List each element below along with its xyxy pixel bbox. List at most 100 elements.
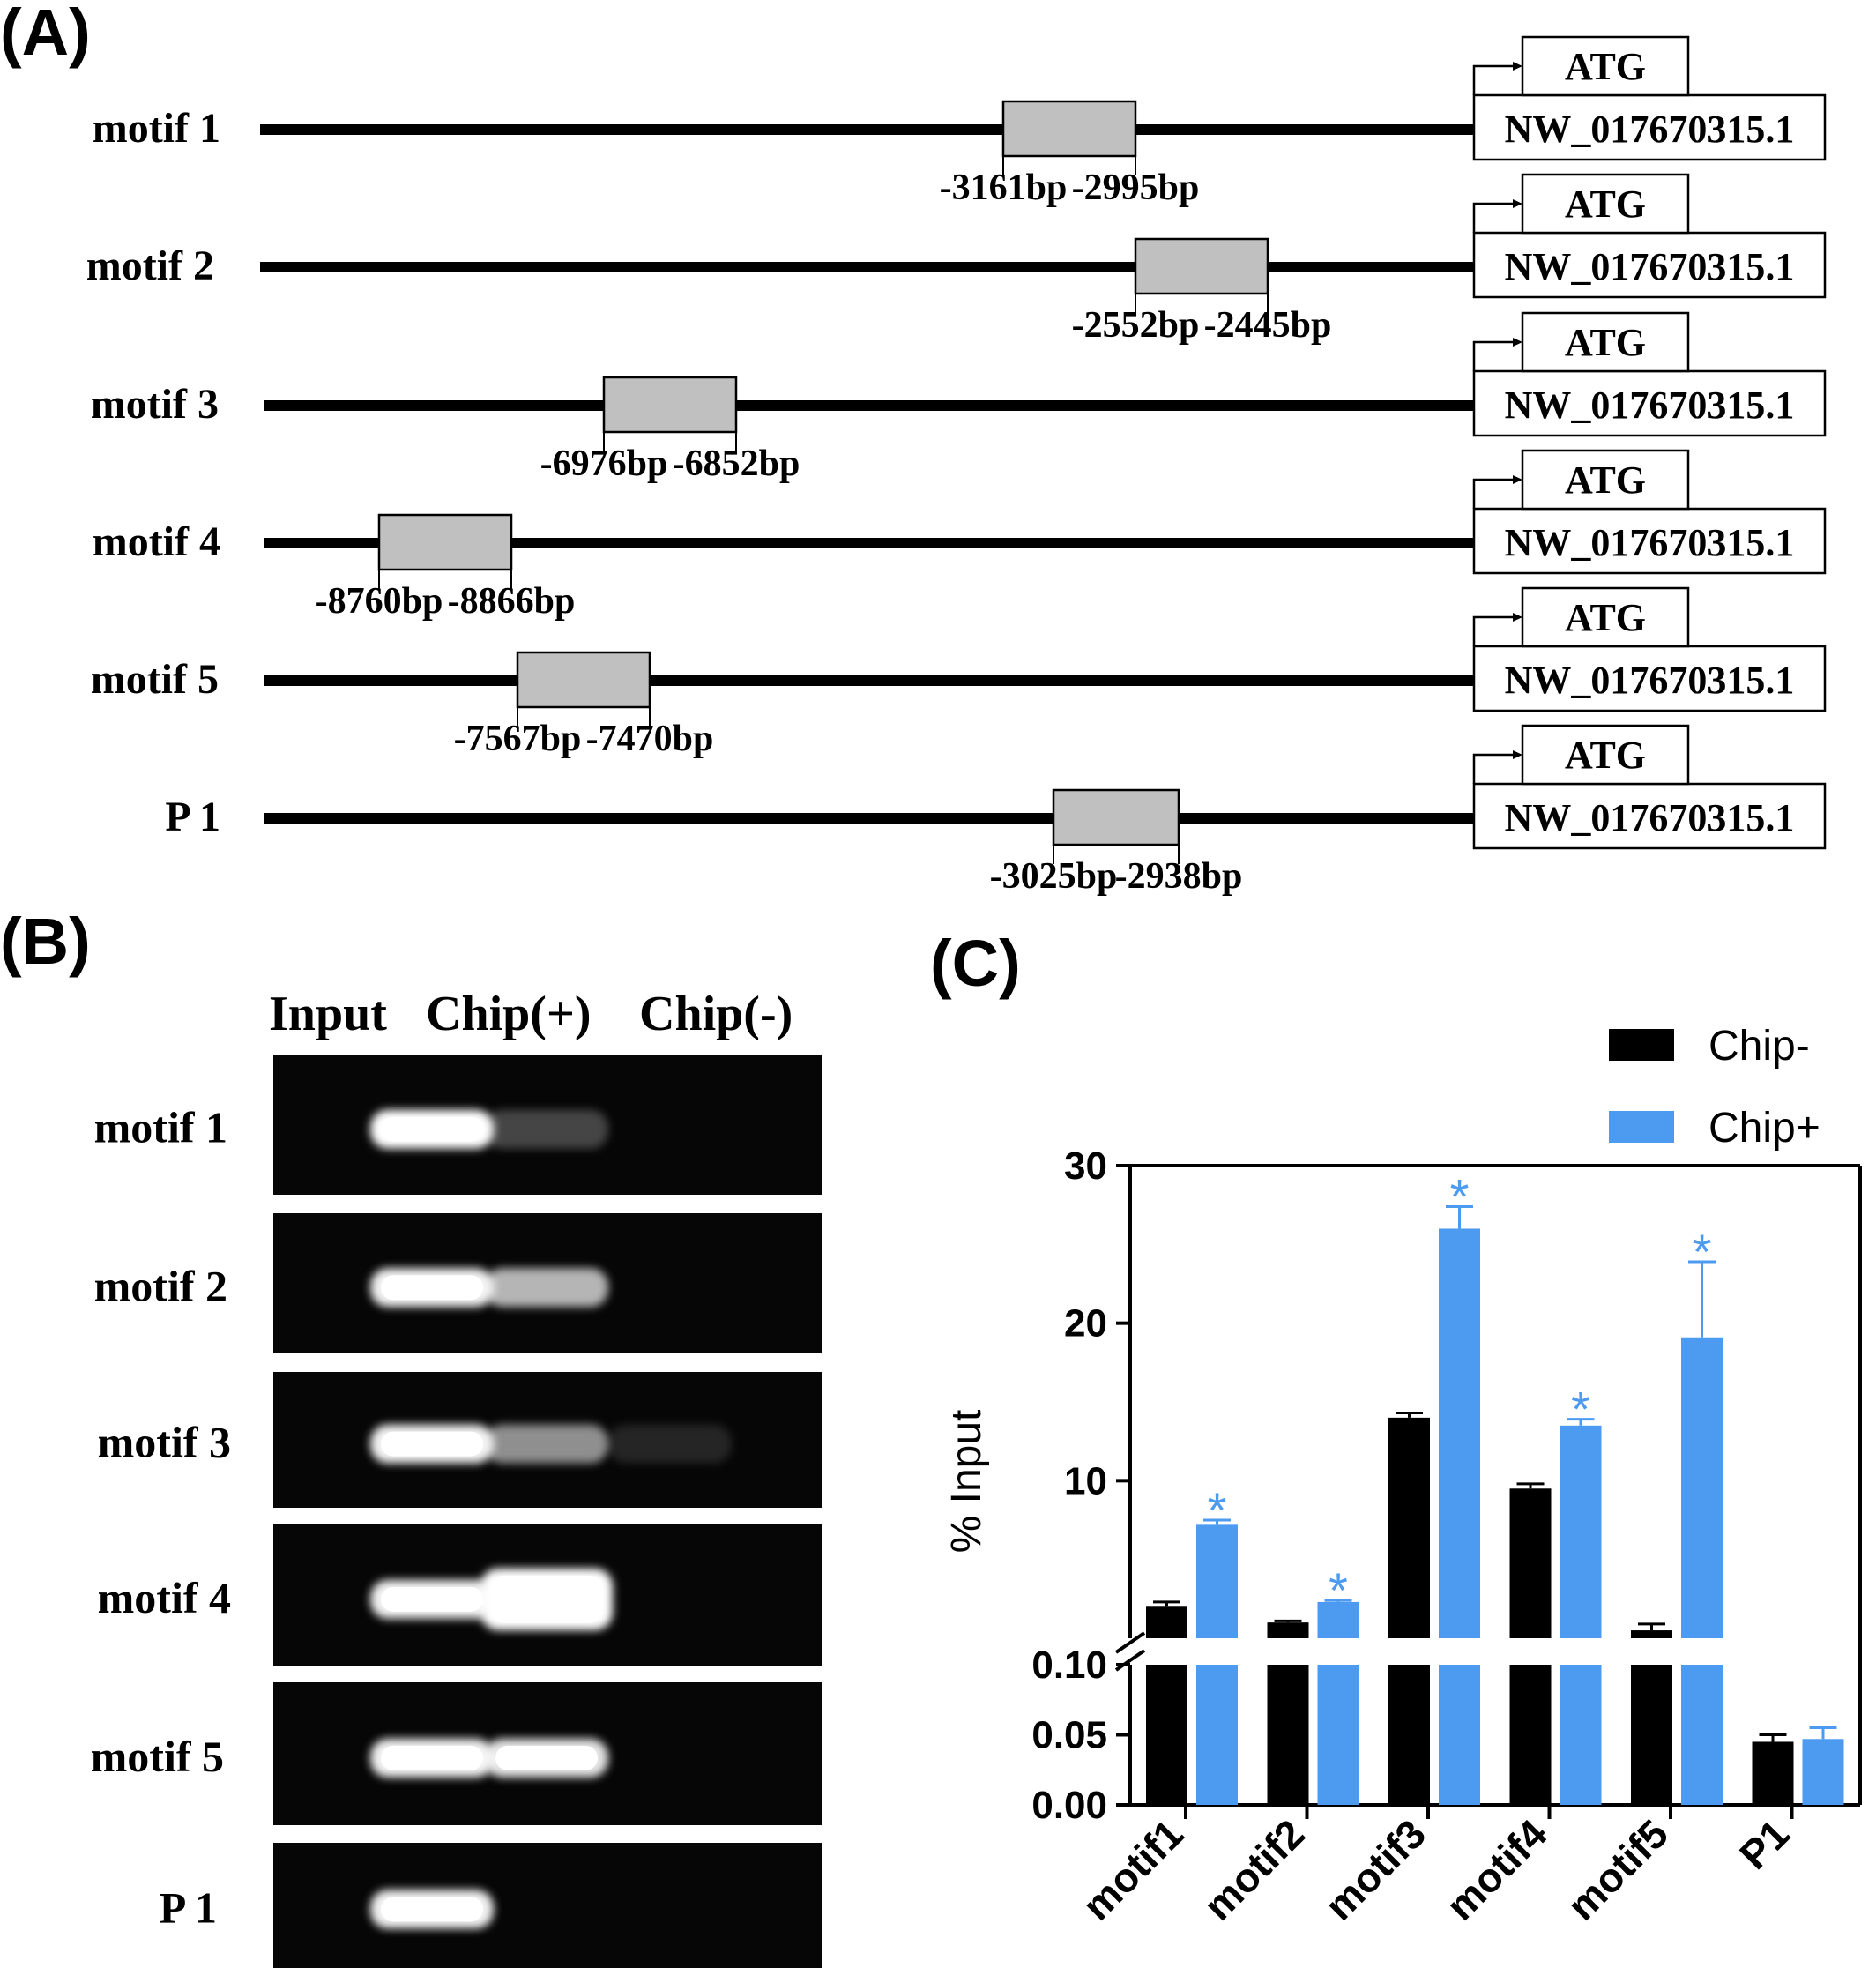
y-tick-label: 10: [1064, 1459, 1107, 1502]
significance-star: *: [1329, 1562, 1348, 1618]
bar: [1560, 1425, 1602, 1638]
tss-arrowhead-icon: [1513, 62, 1522, 71]
tss-arrow-icon: [1472, 64, 1514, 95]
motif-row-label: motif 3: [91, 381, 219, 428]
y-tick-label: 0.00: [1031, 1784, 1107, 1827]
panel-label-c: (C): [930, 927, 1021, 1000]
gene-box: [1472, 782, 1827, 850]
atg-box: [1521, 35, 1690, 97]
x-tick-label: motif5: [1559, 1810, 1677, 1928]
panel-label-a: (A): [0, 0, 91, 69]
atg-label: ATG: [1565, 321, 1646, 364]
gene-label: NW_017670315.1: [1505, 245, 1795, 288]
bar: [1802, 1739, 1844, 1805]
bar: [1196, 1665, 1238, 1805]
gene-box: [1472, 93, 1827, 161]
gel-band-core: [381, 1275, 483, 1301]
bar: [1509, 1488, 1552, 1638]
gene-label: NW_017670315.1: [1505, 108, 1795, 151]
x-tick-label: P1: [1731, 1810, 1798, 1878]
x-tick-label: motif1: [1074, 1810, 1192, 1928]
gel-band: [485, 1268, 608, 1308]
bar: [1560, 1665, 1602, 1805]
panel-label-b: (B): [0, 905, 91, 978]
gel-band: [485, 1109, 608, 1149]
gel-row-label: motif 2: [94, 1261, 227, 1310]
motif-row-label: motif 2: [86, 242, 214, 289]
atg-label: ATG: [1565, 183, 1646, 226]
y-tick-label: 0.10: [1031, 1644, 1107, 1687]
gene-box: [1472, 645, 1827, 712]
motif-start-label: -2552bp: [1072, 305, 1200, 346]
motif-start-label: -8760bp: [316, 581, 443, 622]
motif-end-label: -2995bp: [1072, 168, 1200, 208]
motif-box: [1134, 237, 1269, 295]
bar: [1388, 1417, 1430, 1638]
atg-label: ATG: [1565, 45, 1646, 88]
motif-row-label: motif 1: [93, 105, 220, 152]
bar: [1681, 1665, 1723, 1805]
motif-row-label: motif 4: [93, 518, 220, 565]
tss-arrow-icon: [1472, 753, 1514, 784]
gel-band-core: [381, 1745, 483, 1770]
promoter-diagram: motif 1 -3161bp -2995bp NW_017670315.1 ATG mo…: [86, 35, 1827, 897]
gene-label: NW_017670315.1: [1505, 521, 1795, 564]
gel-band-core: [381, 1431, 483, 1457]
gene-label: NW_017670315.1: [1505, 384, 1795, 427]
tss-arrowhead-icon: [1513, 338, 1522, 347]
x-tick-label: motif3: [1316, 1810, 1434, 1928]
significance-star: *: [1208, 1482, 1227, 1538]
bar: [1267, 1665, 1309, 1805]
legend-label: Chip+: [1708, 1105, 1820, 1152]
motif-end-label: -7470bp: [586, 719, 714, 759]
atg-label: ATG: [1565, 596, 1646, 639]
bar: [1631, 1630, 1672, 1638]
atg-label: ATG: [1565, 458, 1646, 502]
y-tick-label: 20: [1064, 1302, 1107, 1346]
gene-label: NW_017670315.1: [1505, 796, 1795, 839]
gene-box: [1472, 231, 1827, 299]
axis-break-mark: [1114, 1631, 1146, 1654]
legend-swatch: [1609, 1029, 1674, 1061]
motif-start-label: -6976bp: [540, 444, 668, 484]
motif-start-label: -7567bp: [454, 719, 582, 759]
tss-arrowhead-icon: [1513, 613, 1522, 622]
bar: [1439, 1228, 1480, 1638]
motif-row-label: motif 5: [91, 656, 219, 703]
gel-strip: [273, 1843, 822, 1968]
tss-arrow-icon: [1472, 615, 1514, 646]
gel-band-core: [381, 1586, 483, 1612]
bar: [1439, 1665, 1480, 1805]
significance-star: *: [1450, 1168, 1470, 1224]
significance-star: *: [1571, 1382, 1590, 1437]
bar: [1146, 1606, 1187, 1638]
bar: [1317, 1601, 1359, 1638]
y-axis-label: % Input: [943, 1410, 990, 1554]
motif-box: [377, 513, 513, 571]
bar-chart: % Input 10 20 30 0.00 0.05 0.10 * motif1 * motif2…: [943, 1023, 1862, 1929]
motif-end-label: -2445bp: [1204, 305, 1332, 346]
tss-arrowhead-icon: [1513, 199, 1522, 208]
motif-start-label: -3161bp: [940, 168, 1068, 208]
motif-box: [1052, 788, 1180, 846]
bar: [1388, 1665, 1430, 1805]
legend-swatch: [1609, 1111, 1674, 1143]
significance-star: *: [1693, 1224, 1712, 1279]
gel-image: Input Chip(+) Chip(-) motif 1 motif 2 moti…: [91, 987, 822, 1968]
atg-label: ATG: [1565, 734, 1646, 777]
gel-band-core: [381, 1116, 483, 1142]
gene-label: NW_017670315.1: [1505, 659, 1795, 702]
motif-box: [1001, 100, 1137, 158]
gel-band-core: [491, 1575, 602, 1623]
tss-arrowhead-icon: [1513, 475, 1522, 484]
tss-arrow-icon: [1472, 340, 1514, 371]
gel-band-core: [381, 1897, 483, 1922]
x-tick-label: motif4: [1437, 1810, 1556, 1929]
atg-box: [1521, 586, 1690, 648]
legend-label: Chip-: [1708, 1023, 1810, 1070]
motif-end-label: -6852bp: [673, 444, 800, 484]
gene-box: [1472, 507, 1827, 575]
atg-box: [1521, 449, 1690, 511]
motif-end-label: -8866bp: [448, 581, 576, 622]
